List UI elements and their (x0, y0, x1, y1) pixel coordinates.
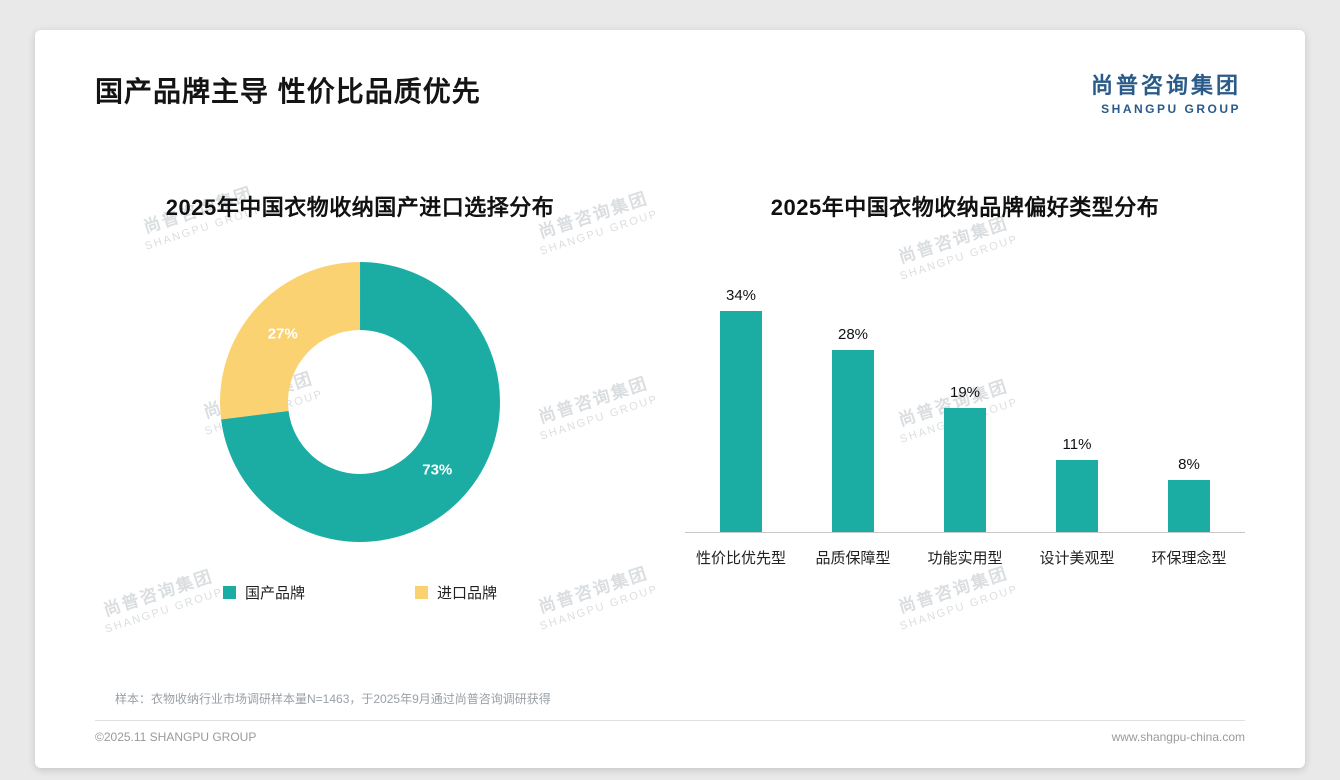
bar-category-label: 设计美观型 (1039, 550, 1115, 567)
bar-chart: 34% 28% 19% 11% 8% (685, 270, 1245, 533)
bar (720, 311, 762, 532)
legend-swatch (222, 586, 236, 599)
bar-chart-section: 2025年中国衣物收纳品牌偏好类型分布 34% 28% 19% 11% 8% 性价比优先… (685, 190, 1245, 568)
donut-chart-title: 2025年中国衣物收纳国产进口选择分布 (165, 195, 555, 220)
legend-item: 进口品牌 (415, 582, 497, 603)
bar-category-label: 功能实用型 (927, 550, 1003, 567)
bar-category-label: 品质保障型 (815, 550, 891, 567)
logo-cn-text: 尚普咨询集团 (1090, 73, 1241, 98)
watermark: 尚普咨询集团 SHANGPU GROUP (890, 557, 1020, 633)
legend-label: 进口品牌 (437, 585, 498, 602)
donut-slice-label: 27% (267, 325, 298, 343)
copyright-text: ©2025.11 SHANGPU GROUP (95, 730, 257, 744)
bar-category-label: 性价比优先型 (695, 550, 786, 567)
slide-card: 尚普咨询集团 SHANGPU GROUP 尚普咨询集团 SHANGPU GROUP 尚普… (35, 30, 1305, 768)
bar-category-label: 环保理念型 (1151, 550, 1227, 567)
bar-chart-categories: 性价比优先型 品质保障型 功能实用型 设计美观型 环保理念型 (685, 533, 1245, 568)
bar-chart-title: 2025年中国衣物收纳品牌偏好类型分布 (770, 195, 1160, 220)
donut-slice (219, 262, 500, 542)
website-text: www.shangpu-china.com (1111, 730, 1245, 744)
legend-swatch (415, 586, 428, 599)
bar (1168, 480, 1210, 532)
legend-item: 国产品牌 (222, 582, 305, 603)
bar-column: 34% (685, 287, 797, 532)
bar (1056, 460, 1098, 532)
donut-slice-label: 73% (422, 461, 453, 479)
footer-divider (95, 720, 1245, 721)
bar-column: 28% (797, 326, 909, 532)
donut-chart-section: 2025年中国衣物收纳国产进口选择分布 73% 27% 国产品牌 进口品牌 (95, 190, 625, 603)
company-logo: 尚普咨询集团 SHANGPU GROUP (1091, 68, 1241, 116)
legend-label: 国产品牌 (244, 585, 305, 602)
bar-value-label: 11% (1062, 436, 1092, 453)
watermark-en-text: SHANGPU GROUP (898, 583, 1020, 633)
bar (832, 350, 874, 532)
bar (944, 408, 986, 532)
bar-column: 8% (1133, 456, 1245, 532)
page-title: 国产品牌主导 性价比品质优先 (95, 76, 481, 107)
donut-chart: 73% 27% (210, 252, 510, 552)
bar-value-label: 28% (837, 326, 869, 343)
logo-en-text: SHANGPU GROUP (1101, 102, 1241, 116)
bar-value-label: 8% (1178, 456, 1200, 473)
sample-note: 样本：衣物收纳行业市场调研样本量N=1463，于2025年9月通过尚普咨询调研获… (115, 692, 551, 706)
bar-column: 11% (1021, 436, 1133, 532)
bar-column: 19% (909, 384, 1021, 532)
bar-value-label: 34% (725, 287, 757, 304)
footer: ©2025.11 SHANGPU GROUP www.shangpu-china… (95, 730, 1245, 744)
bar-value-label: 19% (949, 384, 981, 401)
chart-legend: 国产品牌 进口品牌 (95, 582, 625, 603)
